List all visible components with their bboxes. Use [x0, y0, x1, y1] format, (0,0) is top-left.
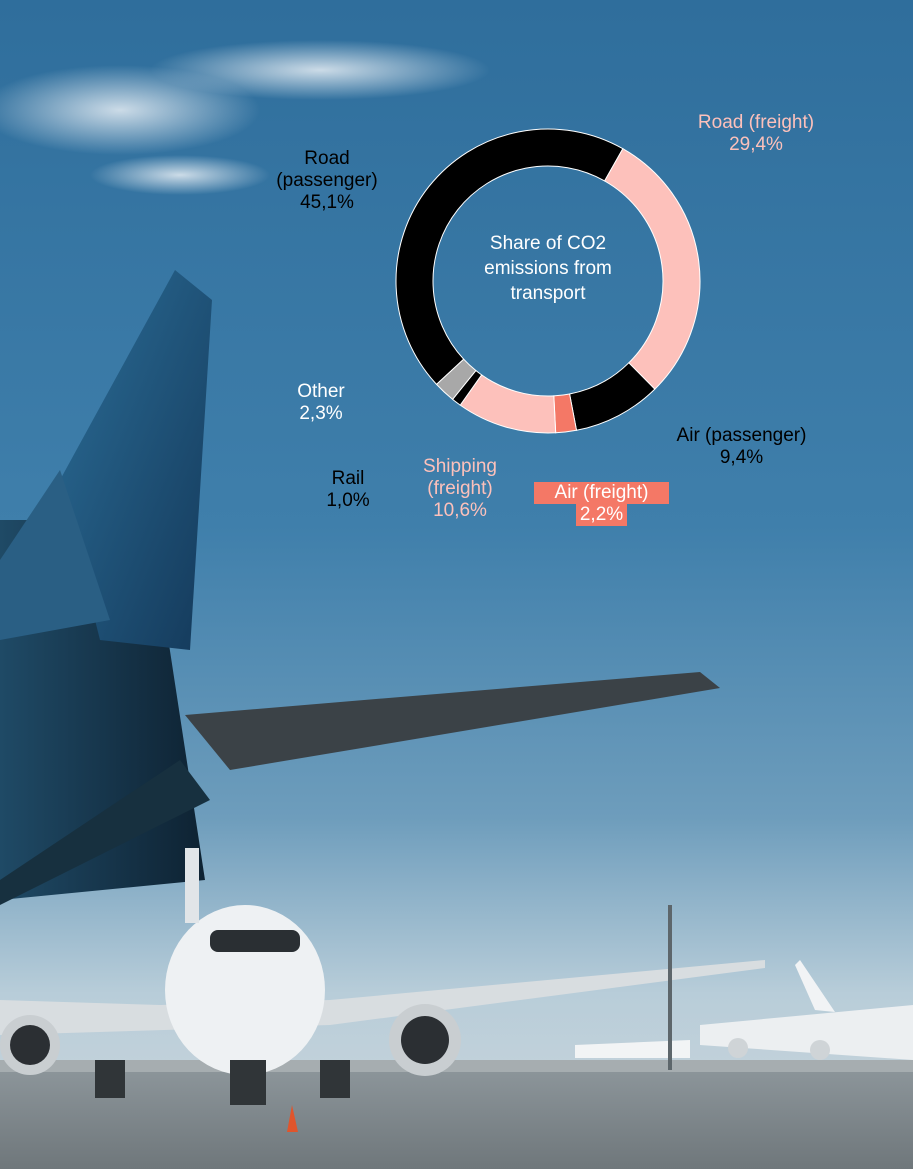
label-name: (freight): [427, 478, 493, 499]
label-value: 9,4%: [719, 447, 764, 468]
label-name: Road: [304, 148, 350, 169]
label-road-passenger: Road (passenger) 45,1%: [272, 148, 382, 214]
label-name: Shipping: [423, 456, 497, 477]
label-value: 29,4%: [729, 134, 783, 155]
taxiing-airplane: [0, 848, 765, 1105]
label-air-passenger: Air (passenger) 9,4%: [654, 425, 829, 469]
label-value: 2,3%: [299, 403, 343, 424]
chart-title: Share of CO2 emissions from transport: [463, 231, 633, 306]
label-value: 45,1%: [300, 192, 354, 213]
cloud: [90, 155, 270, 195]
label-value: 10,6%: [433, 500, 487, 521]
label-name: Rail: [331, 468, 365, 489]
label-value: 2,2%: [575, 504, 628, 526]
label-rail: Rail 1,0%: [308, 468, 388, 512]
chart-title-line: emissions from: [484, 258, 612, 279]
light-pole: [668, 905, 672, 1070]
label-name: Air (freight): [534, 482, 669, 504]
traffic-cone: [287, 1105, 298, 1132]
label-shipping-freight: Shipping (freight) 10,6%: [405, 456, 515, 522]
foreground-airplane: [0, 270, 720, 905]
chart-title-line: transport: [510, 283, 586, 304]
distant-airplane: [575, 960, 913, 1060]
label-air-freight: Air (freight) 2,2%: [534, 482, 669, 526]
donut-slice-other: [435, 358, 477, 401]
label-other: Other 2,3%: [276, 381, 366, 425]
label-value: 1,0%: [326, 490, 370, 511]
label-name: Air (passenger): [676, 425, 807, 446]
label-name: Road (freight): [697, 112, 815, 133]
chart-title-line: Share of CO2: [489, 233, 607, 254]
label-name: Other: [297, 381, 345, 402]
cloud: [150, 40, 490, 100]
donut-slice-road-passenger: [395, 128, 624, 386]
label-name: (passenger): [276, 170, 378, 191]
label-road-freight: Road (freight) 29,4%: [676, 112, 836, 156]
